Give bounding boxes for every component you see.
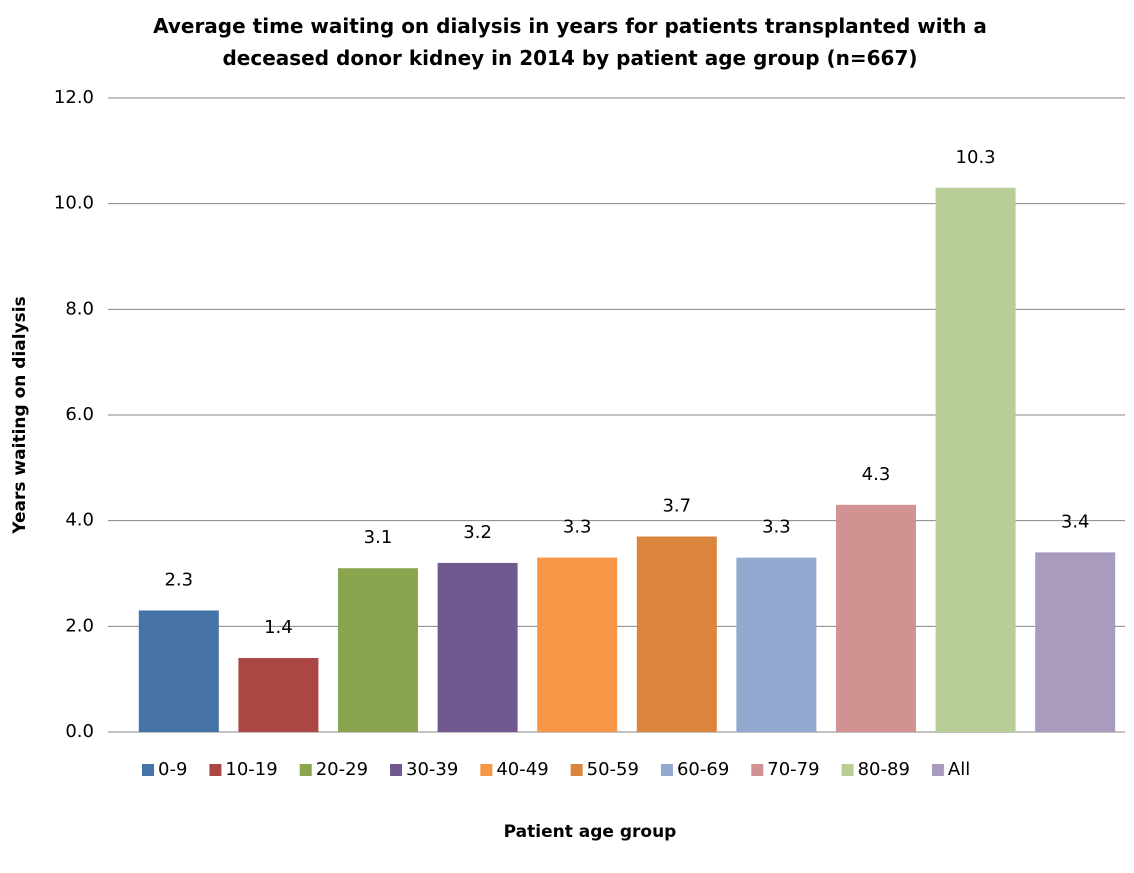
data-label: 3.1 — [364, 527, 393, 548]
legend-label: 0-9 — [158, 759, 187, 780]
bar — [736, 557, 817, 732]
legend-label: 20-29 — [316, 759, 368, 780]
data-label: 4.3 — [862, 464, 891, 485]
bar — [537, 557, 618, 732]
y-axis-label: Years waiting on dialysis — [10, 296, 30, 534]
legend-swatch — [570, 764, 583, 776]
legend-swatch — [751, 764, 764, 776]
legend-swatch — [931, 764, 944, 776]
chart-title: Average time waiting on dialysis in year… — [153, 14, 987, 70]
y-tick-label: 10.0 — [54, 193, 94, 214]
data-label: 3.2 — [463, 522, 492, 543]
data-label: 3.3 — [563, 517, 592, 538]
legend-swatch — [841, 764, 854, 776]
data-label: 3.4 — [1061, 511, 1090, 532]
legend-swatch — [299, 764, 312, 776]
data-label: 10.3 — [956, 147, 996, 168]
bar — [138, 610, 219, 732]
y-tick-label: 12.0 — [54, 87, 94, 108]
y-tick-label: 2.0 — [65, 615, 94, 636]
legend-label: 10-19 — [225, 759, 277, 780]
legend-swatch — [390, 764, 403, 776]
legend-swatch — [142, 764, 154, 776]
legend-label: All — [948, 759, 970, 780]
data-label: 3.7 — [662, 496, 691, 517]
y-tick-label: 4.0 — [65, 510, 94, 531]
legend-label: 40-49 — [496, 759, 548, 780]
data-label: 3.3 — [762, 517, 791, 538]
x-axis-label: Patient age group — [504, 822, 677, 842]
bar — [1035, 552, 1116, 732]
legend-swatch — [209, 764, 222, 776]
legend-label: 70-79 — [767, 759, 819, 780]
data-label: 2.3 — [164, 569, 193, 590]
legend-label: 50-59 — [587, 759, 639, 780]
bar — [935, 187, 1016, 733]
bar — [238, 658, 319, 732]
legend-label: 30-39 — [406, 759, 458, 780]
legend-swatch — [480, 764, 493, 776]
bar — [636, 536, 717, 732]
legend-label: 80-89 — [858, 759, 910, 780]
bar — [836, 504, 916, 732]
data-label: 1.4 — [264, 617, 293, 638]
bar — [338, 568, 418, 732]
legend-label: 60-69 — [677, 759, 729, 780]
legend-swatch — [660, 764, 673, 776]
y-tick-label: 8.0 — [65, 298, 94, 319]
y-tick-label: 0.0 — [65, 721, 94, 742]
bar — [437, 562, 518, 732]
y-tick-label: 6.0 — [65, 404, 94, 425]
